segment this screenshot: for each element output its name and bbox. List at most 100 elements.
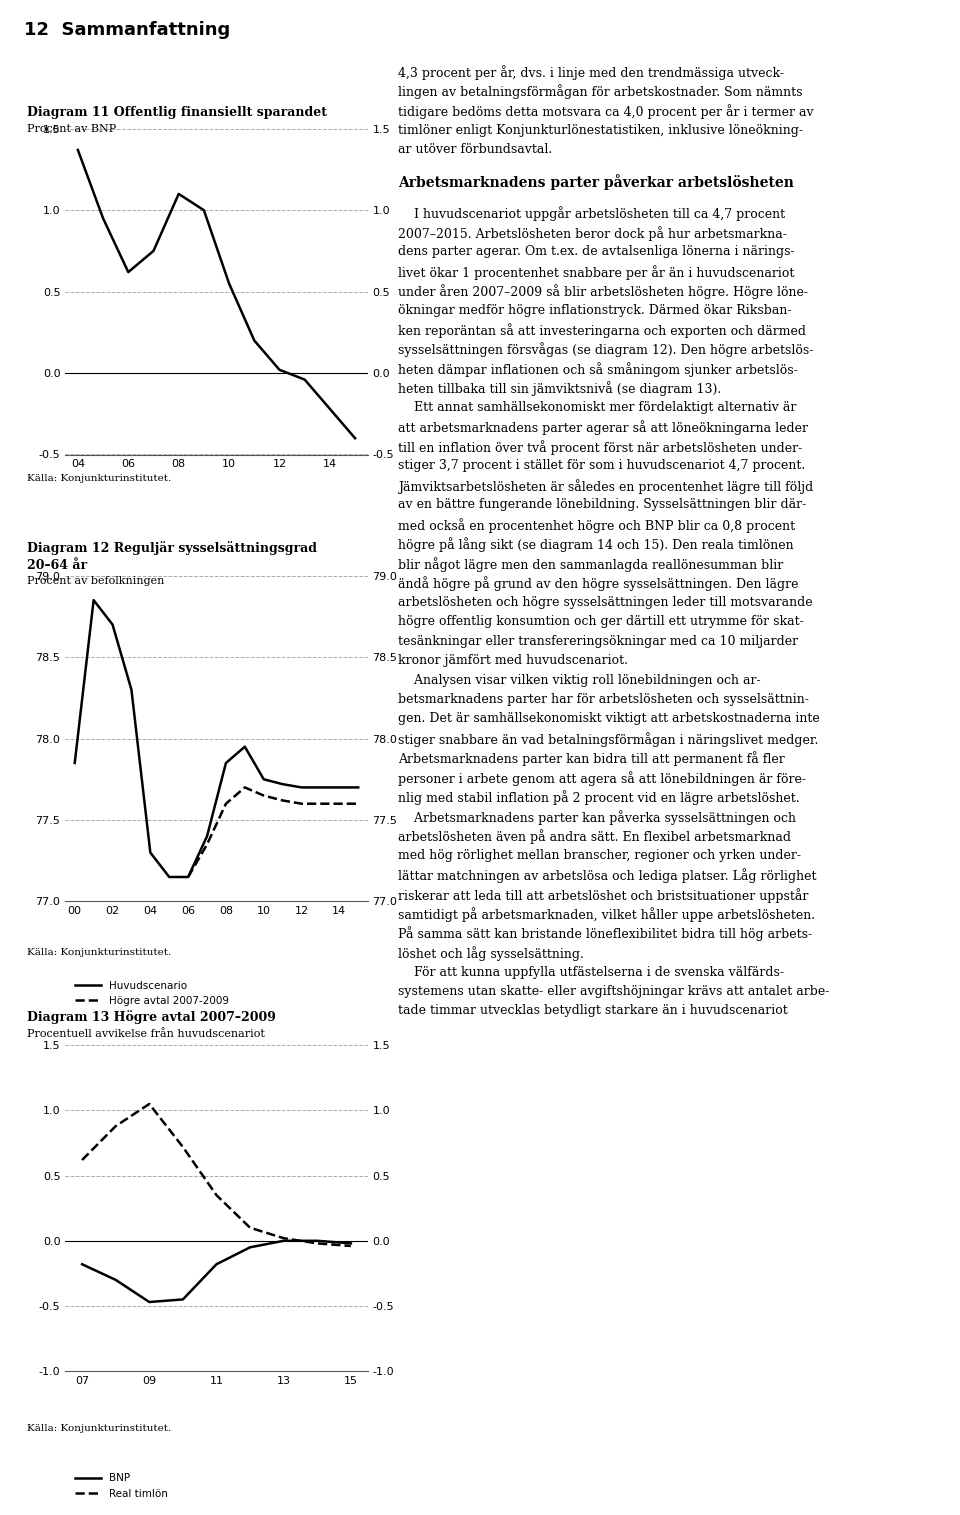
Text: av en bättre fungerande lönebildning. Sysselsättningen blir där-: av en bättre fungerande lönebildning. Sy… — [398, 498, 806, 511]
Huvudscenario — [145, 844, 156, 862]
Line: Högre avtal 2007-2009: Högre avtal 2007-2009 — [188, 788, 358, 877]
Text: personer i arbete genom att agera så att lönebildningen är före-: personer i arbete genom att agera så att… — [398, 771, 806, 786]
Line: Real timlön: Real timlön — [82, 1104, 350, 1245]
Huvudscenario — [276, 776, 288, 794]
Högre avtal 2007-2009 — [315, 795, 326, 814]
Legend: Huvudscenario, Högre avtal 2007-2009: Huvudscenario, Högre avtal 2007-2009 — [70, 977, 233, 1011]
Text: tidigare bedöms detta motsvara ca 4,0 procent per år i termer av: tidigare bedöms detta motsvara ca 4,0 pr… — [398, 105, 814, 120]
Text: På samma sätt kan bristande löneflexibilitet bidra till hög arbets-: På samma sätt kan bristande löneflexibil… — [398, 927, 812, 941]
Text: lättar matchningen av arbetslösa och lediga platser. Låg rörlighet: lättar matchningen av arbetslösa och led… — [398, 868, 817, 883]
Text: Jämviktsarbetslösheten är således en procentenhet lägre till följd: Jämviktsarbetslösheten är således en pro… — [398, 479, 814, 494]
Huvudscenario — [88, 591, 100, 609]
Text: löshet och låg sysselsättning.: löshet och låg sysselsättning. — [398, 945, 585, 961]
Text: högre på lång sikt (se diagram 14 och 15). Den reala timlönen: högre på lång sikt (se diagram 14 och 15… — [398, 538, 794, 551]
Text: livet ökar 1 procentenhet snabbare per år än i huvudscenariot: livet ökar 1 procentenhet snabbare per å… — [398, 265, 795, 280]
Text: kronor jämfört med huvudscenariot.: kronor jämfört med huvudscenariot. — [398, 654, 629, 667]
Högre avtal 2007-2009 — [182, 868, 194, 886]
Text: heten tillbaka till sin jämviktsnivå (se diagram 13).: heten tillbaka till sin jämviktsnivå (se… — [398, 382, 722, 397]
Real timlön — [345, 1236, 356, 1254]
Text: 4,3 procent per år, dvs. i linje med den trendmässiga utveck-: 4,3 procent per år, dvs. i linje med den… — [398, 65, 784, 80]
Text: arbetslösheten och högre sysselsättningen leder till motsvarande: arbetslösheten och högre sysselsättninge… — [398, 595, 813, 609]
Text: Diagram 11 Offentlig finansiellt sparandet: Diagram 11 Offentlig finansiellt sparand… — [27, 106, 326, 120]
Text: Källa: Konjunkturinstitutet.: Källa: Konjunkturinstitutet. — [27, 1424, 171, 1433]
BNP — [144, 1292, 156, 1310]
Högre avtal 2007-2009 — [352, 795, 364, 814]
Text: ändå högre på grund av den högre sysselsättningen. Den lägre: ändå högre på grund av den högre syssels… — [398, 576, 799, 591]
Text: I huvudscenariot uppgår arbetslösheten till ca 4,7 procent: I huvudscenariot uppgår arbetslösheten t… — [398, 206, 785, 221]
BNP — [76, 1254, 87, 1273]
Huvudscenario — [126, 680, 137, 698]
Text: Diagram 13 Högre avtal 2007–2009: Diagram 13 Högre avtal 2007–2009 — [27, 1011, 276, 1024]
BNP — [244, 1238, 255, 1256]
Real timlön — [210, 1186, 222, 1204]
Högre avtal 2007-2009 — [333, 795, 345, 814]
Text: gen. Det är samhällsekonomiskt viktigt att arbetskostnaderna inte: gen. Det är samhällsekonomiskt viktigt a… — [398, 712, 820, 726]
Text: arbetslösheten även på andra sätt. En flexibel arbetsmarknad: arbetslösheten även på andra sätt. En fl… — [398, 829, 791, 844]
Text: samtidigt på arbetsmarknaden, vilket håller uppe arbetslösheten.: samtidigt på arbetsmarknaden, vilket hål… — [398, 907, 816, 923]
Text: heten dämpar inflationen och så småningom sjunker arbetslös-: heten dämpar inflationen och så småningo… — [398, 362, 798, 377]
Text: ken reporäntan så att investeringarna och exporten och därmed: ken reporäntan så att investeringarna oc… — [398, 323, 806, 338]
Text: riskerar att leda till att arbetslöshet och bristsituationer uppstår: riskerar att leda till att arbetslöshet … — [398, 888, 808, 903]
Text: 12  Sammanfattning: 12 Sammanfattning — [24, 21, 230, 39]
Text: nlig med stabil inflation på 2 procent vid en lägre arbetslöshet.: nlig med stabil inflation på 2 procent v… — [398, 791, 800, 804]
Huvudscenario — [258, 770, 270, 788]
Real timlön — [244, 1218, 255, 1236]
Text: ökningar medför högre inflationstryck. Därmed ökar Riksban-: ökningar medför högre inflationstryck. D… — [398, 303, 792, 317]
Huvudscenario — [182, 868, 194, 886]
Text: tade timmar utvecklas betydligt starkare än i huvudscenariot: tade timmar utvecklas betydligt starkare… — [398, 1004, 788, 1018]
Text: Arbetsmarknadens parter kan bidra till att permanent få fler: Arbetsmarknadens parter kan bidra till a… — [398, 751, 785, 767]
Real timlön — [277, 1229, 289, 1247]
BNP — [311, 1232, 323, 1250]
Huvudscenario — [333, 779, 345, 797]
Text: stiger snabbare än vad betalningsförmågan i näringslivet medger.: stiger snabbare än vad betalningsförmåga… — [398, 732, 819, 747]
BNP — [177, 1291, 188, 1309]
Text: sysselsättningen försvågas (se diagram 12). Den högre arbetslös-: sysselsättningen försvågas (se diagram 1… — [398, 342, 814, 358]
Text: blir något lägre men den sammanlagda reallönesumman blir: blir något lägre men den sammanlagda rea… — [398, 556, 783, 571]
Line: BNP: BNP — [82, 1241, 350, 1301]
Legend: BNP, Real timlön: BNP, Real timlön — [70, 1470, 172, 1503]
BNP — [210, 1254, 222, 1273]
Huvudscenario — [315, 779, 326, 797]
BNP — [277, 1232, 289, 1250]
Huvudscenario — [296, 779, 307, 797]
Text: Arbetsmarknadens parter påverkar arbetslösheten: Arbetsmarknadens parter påverkar arbetsl… — [398, 174, 794, 189]
Text: systemens utan skatte- eller avgiftshöjningar krävs att antalet arbe-: systemens utan skatte- eller avgiftshöjn… — [398, 985, 829, 998]
Huvudscenario — [163, 868, 175, 886]
Text: ar utöver förbundsavtal.: ar utöver förbundsavtal. — [398, 142, 553, 156]
Text: med också en procentenhet högre och BNP blir ca 0,8 procent: med också en procentenhet högre och BNP … — [398, 518, 796, 533]
Huvudscenario — [107, 615, 118, 633]
Real timlön — [109, 1117, 121, 1135]
Real timlön — [311, 1235, 323, 1253]
Text: 2007–2015. Arbetslösheten beror dock på hur arbetsmarkna-: 2007–2015. Arbetslösheten beror dock på … — [398, 226, 787, 241]
Text: tesänkningar eller transfereringsökningar med ca 10 miljarder: tesänkningar eller transfereringsökninga… — [398, 635, 799, 647]
Line: Huvudscenario: Huvudscenario — [75, 600, 358, 877]
BNP — [345, 1235, 356, 1253]
Real timlön — [76, 1151, 87, 1170]
Högre avtal 2007-2009 — [202, 835, 213, 853]
Text: under åren 2007–2009 så blir arbetslösheten högre. Högre löne-: under åren 2007–2009 så blir arbetslöshe… — [398, 285, 808, 298]
Real timlön — [177, 1138, 188, 1156]
Text: Analysen visar vilken viktig roll lönebildningen och ar-: Analysen visar vilken viktig roll lönebi… — [398, 674, 761, 686]
Real timlön — [144, 1095, 156, 1114]
Text: högre offentlig konsumtion och ger därtill ett utrymme för skat-: högre offentlig konsumtion och ger därti… — [398, 615, 804, 629]
Text: Arbetsmarknadens parter kan påverka sysselsättningen och: Arbetsmarknadens parter kan påverka syss… — [398, 811, 797, 824]
Text: Källa: Konjunkturinstitutet.: Källa: Konjunkturinstitutet. — [27, 474, 171, 483]
Text: betsmarknadens parter har för arbetslösheten och sysselsättnin-: betsmarknadens parter har för arbetslösh… — [398, 692, 809, 706]
Text: dens parter agerar. Om t.ex. de avtalsenliga lönerna i närings-: dens parter agerar. Om t.ex. de avtalsen… — [398, 245, 795, 258]
BNP — [109, 1271, 121, 1289]
Text: att arbetsmarknadens parter agerar så att löneökningarna leder: att arbetsmarknadens parter agerar så at… — [398, 421, 808, 435]
Högre avtal 2007-2009 — [276, 791, 288, 809]
Text: till en inflation över två procent först när arbetslösheten under-: till en inflation över två procent först… — [398, 439, 803, 454]
Text: Källa: Konjunkturinstitutet.: Källa: Konjunkturinstitutet. — [27, 948, 171, 957]
Text: Ett annat samhällsekonomiskt mer fördelaktigt alternativ är: Ett annat samhällsekonomiskt mer fördela… — [398, 401, 797, 414]
Text: Procent av befolkningen: Procent av befolkningen — [27, 576, 164, 586]
Huvudscenario — [220, 754, 231, 773]
Text: stiger 3,7 procent i stället för som i huvudscenariot 4,7 procent.: stiger 3,7 procent i stället för som i h… — [398, 459, 805, 473]
Text: Procentuell avvikelse från huvudscenariot: Procentuell avvikelse från huvudscenario… — [27, 1029, 265, 1039]
Text: 20–64 år: 20–64 år — [27, 559, 87, 573]
Text: För att kunna uppfylla utfästelserna i de svenska välfärds-: För att kunna uppfylla utfästelserna i d… — [398, 965, 784, 979]
Högre avtal 2007-2009 — [220, 795, 231, 814]
Huvudscenario — [239, 738, 251, 756]
Text: Diagram 12 Reguljär sysselsättningsgrad: Diagram 12 Reguljär sysselsättningsgrad — [27, 541, 317, 554]
Text: med hög rörlighet mellan branscher, regioner och yrken under-: med hög rörlighet mellan branscher, regi… — [398, 848, 802, 862]
